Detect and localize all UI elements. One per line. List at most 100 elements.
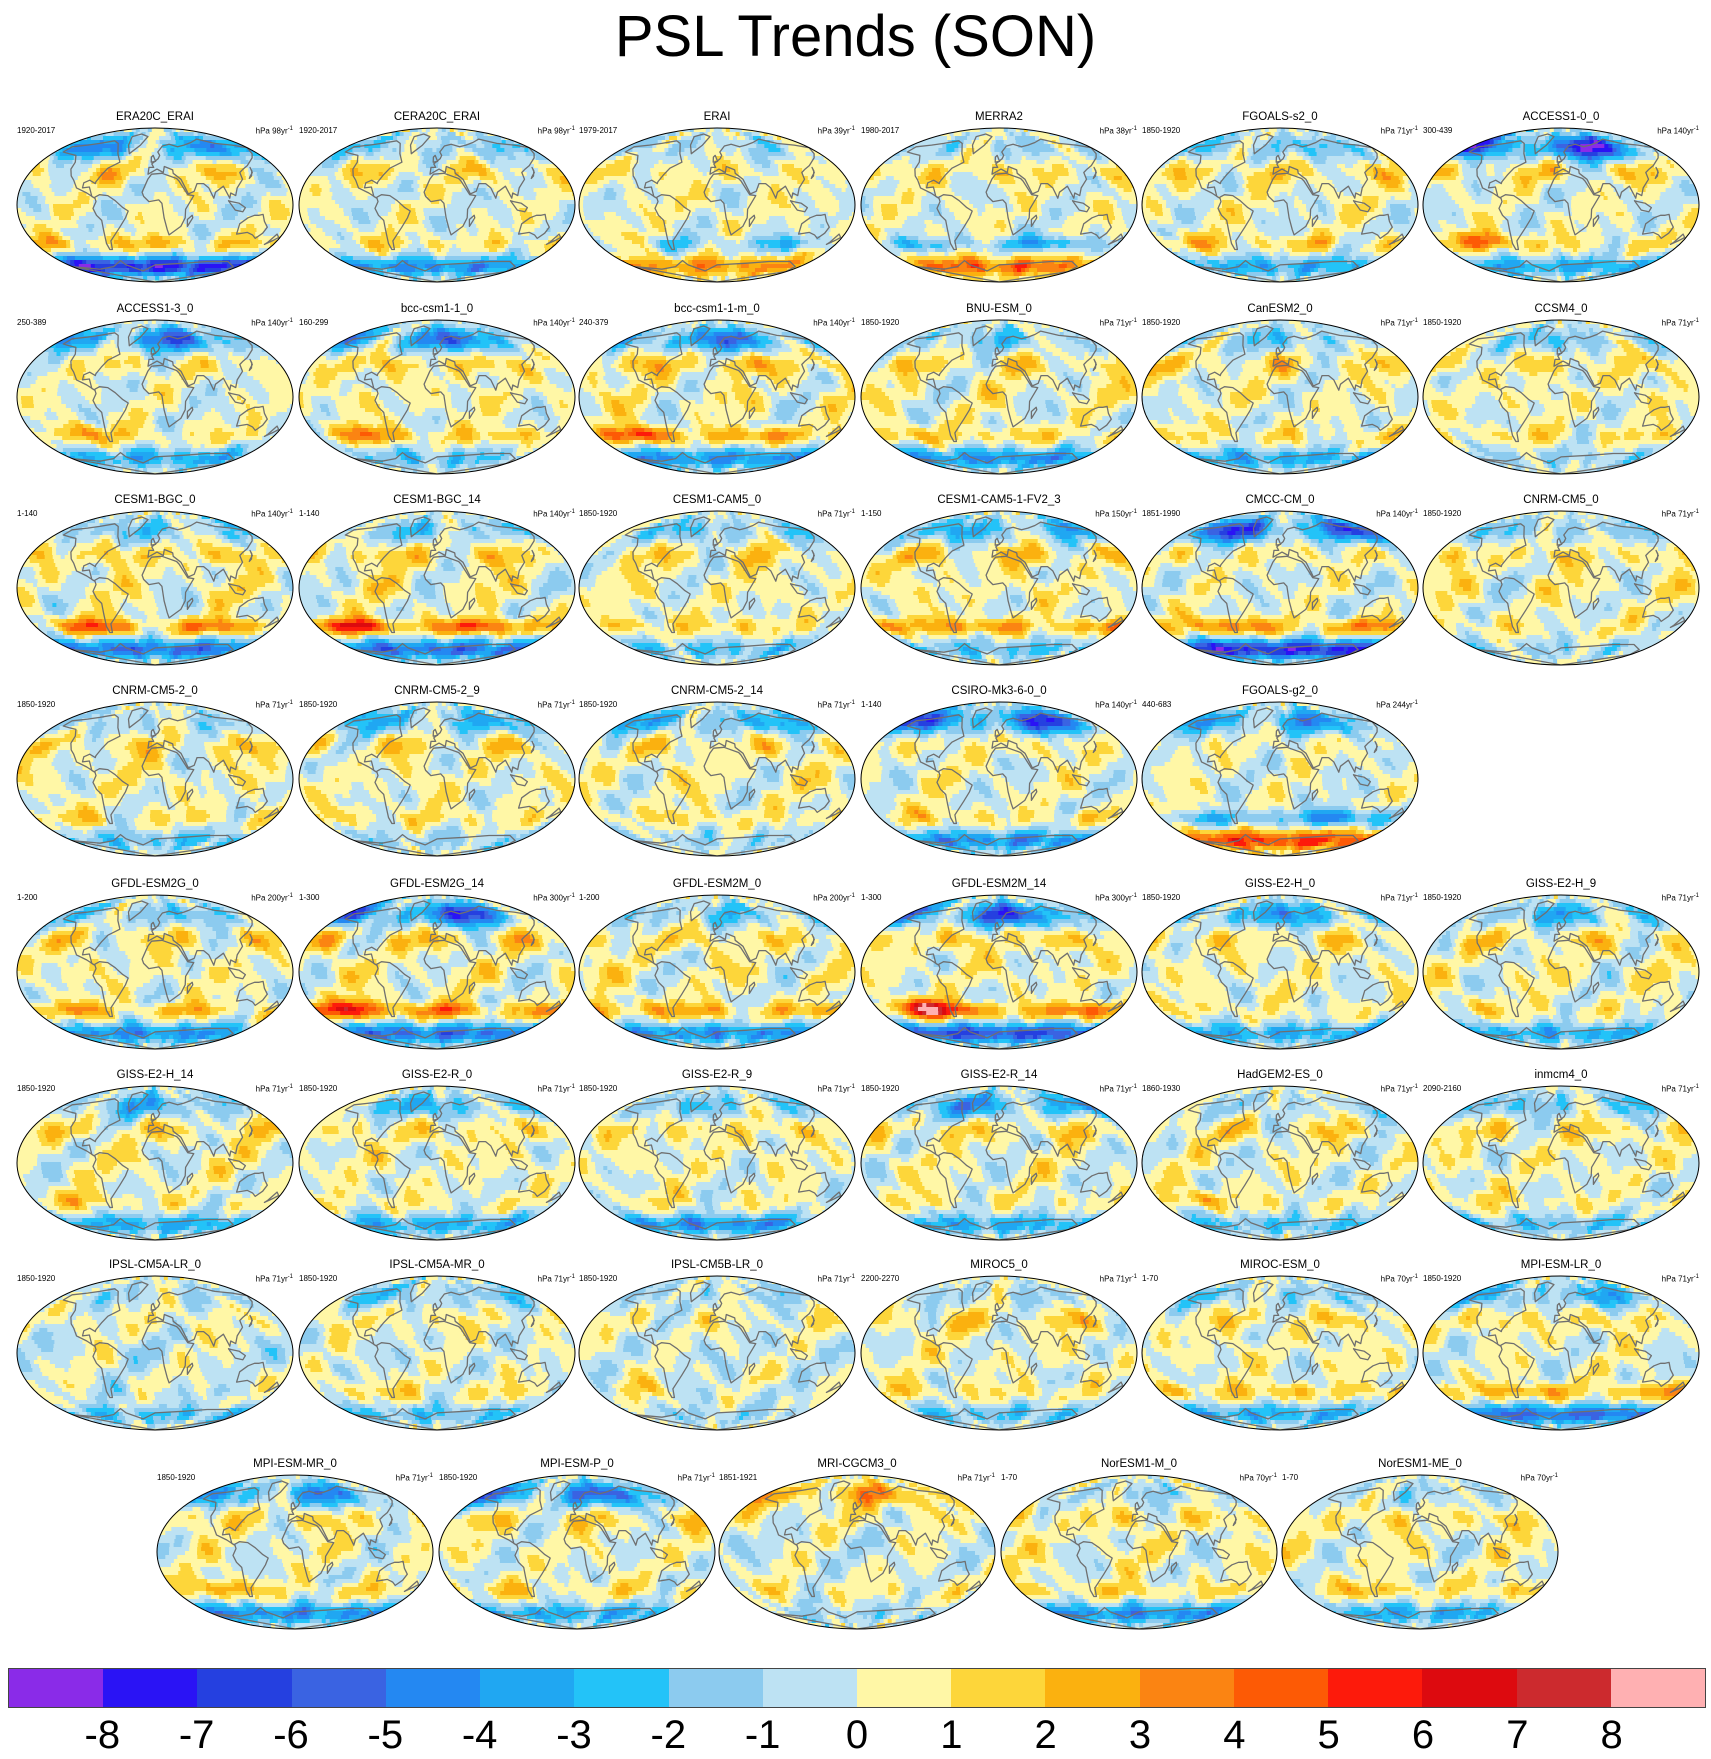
trend-contour-cell (334, 172, 344, 177)
trend-contour-cell (526, 172, 544, 177)
trend-contour-cell (1222, 176, 1236, 181)
trend-contour-cell (1066, 264, 1076, 269)
trend-contour-cell (253, 376, 293, 381)
trend-contour-cell (1525, 276, 1534, 281)
trend-contour-cell (924, 228, 946, 233)
trend-contour-cell (17, 388, 43, 393)
trend-contour-cell (926, 224, 943, 229)
trend-contour-cell (122, 148, 127, 153)
trend-contour-cell (963, 232, 972, 237)
trend-contour-cell (1312, 232, 1321, 237)
trend-contour-cell (225, 388, 247, 393)
trend-contour-cell (417, 216, 426, 221)
trend-contour-cell (465, 328, 478, 333)
trend-contour-cell (362, 172, 380, 177)
trend-contour-cell (74, 260, 83, 265)
trend-contour-cell (289, 404, 293, 409)
trend-contour-cell (1253, 160, 1263, 165)
trend-contour-cell (269, 396, 293, 401)
trend-contour-cell (1174, 176, 1188, 181)
trend-contour-cell (1290, 176, 1328, 181)
trend-contour-cell (1263, 144, 1272, 149)
trend-contour-cell (352, 384, 365, 389)
trend-contour-cell (49, 204, 54, 209)
trend-contour-cell (1157, 228, 1167, 233)
trend-contour-cell (1620, 240, 1629, 245)
trend-contour-cell (1233, 172, 1243, 177)
trend-contour-cell (583, 176, 605, 181)
trend-contour-cell (386, 352, 392, 357)
trend-contour-cell (1113, 208, 1122, 213)
trend-contour-cell (612, 244, 641, 249)
trend-contour-cell (210, 452, 215, 457)
trend-contour-cell (698, 220, 711, 225)
trend-contour-cell (183, 248, 196, 253)
trend-contour-cell (1334, 204, 1343, 209)
trend-contour-cell (120, 168, 137, 173)
trend-contour-cell (519, 212, 533, 217)
trend-contour-cell (1326, 196, 1364, 201)
trend-contour-cell (1234, 200, 1275, 205)
robinson-map (1422, 127, 1700, 283)
coastline (654, 194, 691, 251)
trend-contour-cell (1265, 168, 1274, 173)
trend-contour-cell (1464, 240, 1489, 245)
trend-contour-cell (197, 204, 210, 209)
trend-contour-cell (152, 444, 162, 449)
trend-contour-cell (1253, 220, 1262, 225)
trend-contour-cell (376, 340, 385, 345)
trend-contour-cell (130, 416, 147, 421)
trend-contour-cell (299, 212, 309, 217)
trend-contour-cell (351, 212, 369, 217)
trend-contour-cell (993, 156, 1007, 161)
trend-contour-cell (1402, 184, 1411, 189)
trend-contour-cell (1471, 212, 1489, 217)
trend-contour-cell (358, 160, 420, 165)
trend-contour-cell (1226, 208, 1235, 213)
trend-contour-cell (438, 356, 475, 361)
trend-contour-cell (951, 136, 956, 141)
trend-contour-cell (1316, 136, 1325, 141)
trend-contour-cell (409, 128, 419, 133)
trend-contour-cell (1604, 240, 1613, 245)
trend-contour-cell (1212, 136, 1217, 141)
trend-contour-cell (1312, 136, 1317, 141)
trend-contour-cell (163, 332, 189, 337)
trend-contour-cell (1274, 272, 1280, 277)
trend-contour-cell (80, 160, 94, 165)
trend-contour-cell (240, 160, 250, 165)
trend-contour-cell (140, 352, 146, 357)
map-border (1422, 127, 1700, 283)
trend-contour-cell (715, 196, 721, 201)
trend-contour-cell (1304, 232, 1313, 237)
trend-contour-cell (503, 200, 560, 205)
trend-contour-cell (1323, 192, 1344, 197)
trend-contour-cell (1332, 248, 1337, 253)
trend-contour-cell (70, 236, 99, 241)
trend-contour-cell (116, 172, 122, 177)
trend-contour-cell (982, 260, 991, 265)
trend-contour-cell (1612, 240, 1621, 245)
trend-contour-cell (139, 468, 144, 473)
trend-contour-cell (1612, 144, 1621, 149)
trend-contour-cell (442, 168, 447, 173)
trend-contour-cell (248, 412, 261, 417)
trend-contour-cell (1465, 188, 1475, 193)
trend-contour-cell (1572, 144, 1581, 149)
trend-contour-cell (994, 144, 1007, 149)
trend-contour-cell (419, 176, 445, 181)
trend-contour-cell (26, 236, 39, 241)
trend-contour-cell (873, 196, 903, 201)
trend-contour-cell (1054, 260, 1063, 265)
trend-contour-cell (74, 256, 104, 261)
trend-contour-cell (372, 264, 382, 269)
trend-contour-cell (1576, 224, 1585, 229)
trend-contour-cell (259, 424, 268, 429)
trend-contour-cell (1640, 148, 1653, 153)
trend-contour-cell (334, 164, 343, 169)
trend-contour-cell (1018, 240, 1023, 245)
trend-contour-cell (1489, 140, 1495, 145)
trend-contour-cell (155, 320, 165, 325)
trend-contour-cell (230, 436, 263, 441)
trend-contour-cell (1382, 176, 1392, 181)
